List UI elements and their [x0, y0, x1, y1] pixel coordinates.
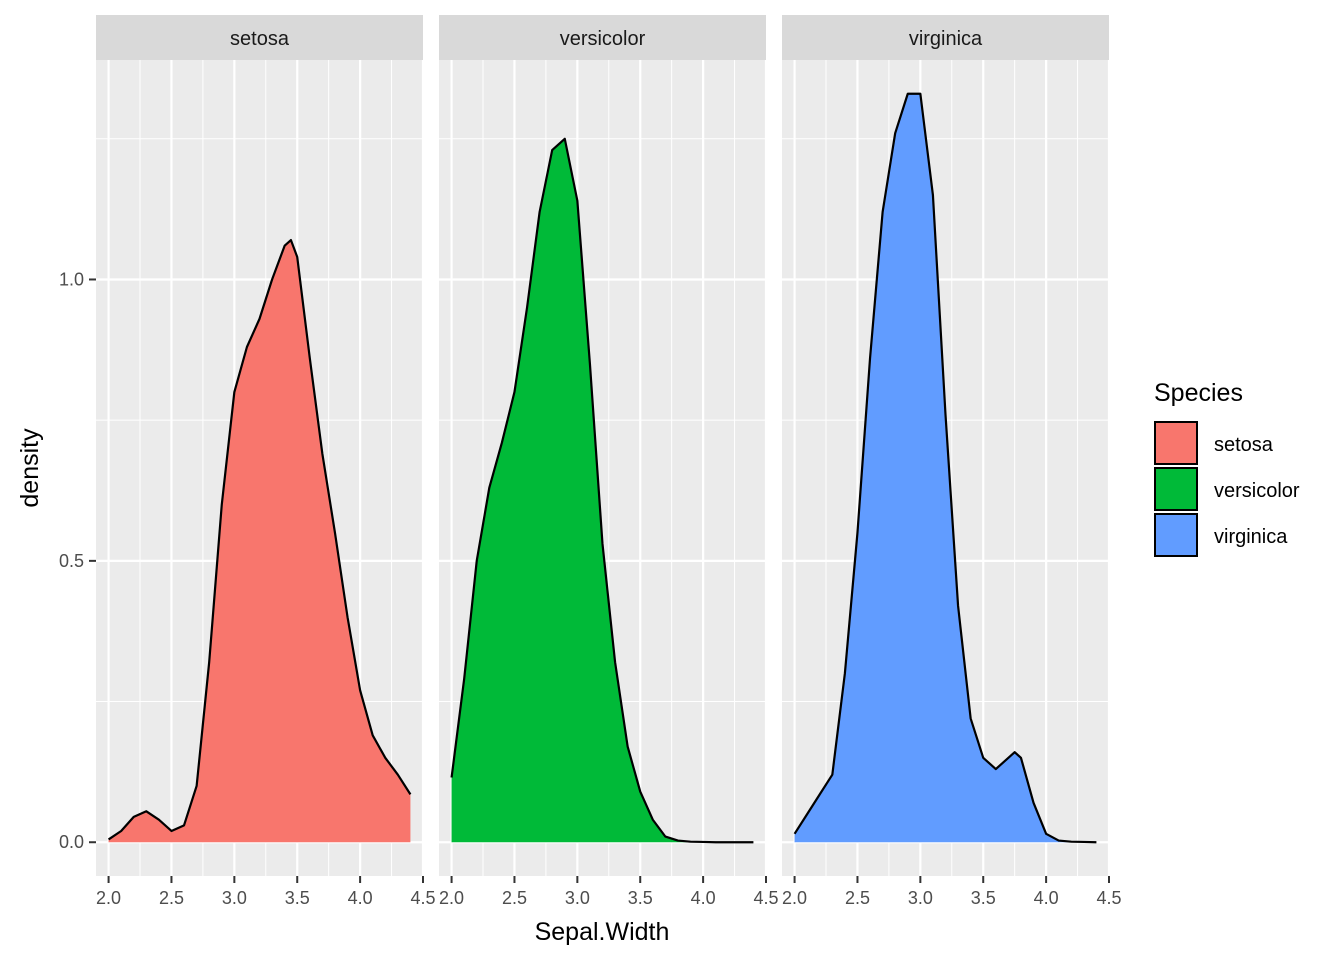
x-tick-label: 4.0 [348, 888, 373, 908]
y-tick-label: 1.0 [59, 269, 84, 289]
x-tick-label: 2.0 [96, 888, 121, 908]
x-tick-label: 3.0 [222, 888, 247, 908]
x-axes: 2.0 2.5 3.0 3.5 4.0 4.5 2.0 2.5 3.0 3.5 4.0 4.5 2.0 2… [96, 876, 1122, 908]
x-axis-virginica: 2.0 2.5 3.0 3.5 4.0 4.5 [782, 876, 1122, 908]
legend-label-virginica: virginica [1214, 526, 1288, 548]
x-tick-label: 2.0 [782, 888, 807, 908]
y-axis-title: density [16, 428, 44, 508]
facet-panel-virginica: virginica [782, 15, 1111, 876]
density-line-setosa [107, 238, 412, 841]
facet-strip-label: versicolor [560, 28, 646, 50]
facet-panel-versicolor: versicolor [439, 15, 768, 876]
x-tick-label: 4.0 [1034, 888, 1059, 908]
x-tick-label: 4.0 [691, 888, 716, 908]
legend-title: Species [1154, 379, 1243, 407]
legend-key-setosa [1154, 421, 1198, 465]
density-line-virginica [793, 92, 1097, 844]
facet-strip [96, 15, 423, 60]
legend-label-versicolor: versicolor [1214, 480, 1300, 502]
legend-key-virginica [1154, 513, 1198, 557]
legend: Species setosa versicolor virginica [1154, 379, 1300, 557]
facet-panels: setosa versicolor virginica [96, 15, 1111, 876]
y-axis: 0.0 0.5 1.0 [59, 269, 96, 852]
facet-strip-label: setosa [230, 28, 290, 50]
y-tick-label: 0.0 [59, 832, 84, 852]
x-tick-label: 2.5 [159, 888, 184, 908]
density-area-virginica [794, 93, 1097, 843]
facet-strip-label: virginica [909, 28, 983, 50]
x-tick-label: 4.5 [1096, 888, 1121, 908]
x-tick-label: 2.5 [502, 888, 527, 908]
x-tick-label: 3.0 [908, 888, 933, 908]
legend-label-setosa: setosa [1214, 434, 1274, 456]
x-tick-label: 3.5 [971, 888, 996, 908]
facet-panel-setosa: setosa [96, 15, 425, 876]
facet-strip [782, 15, 1109, 60]
x-tick-label: 2.5 [845, 888, 870, 908]
x-tick-label: 4.5 [753, 888, 778, 908]
legend-key-versicolor [1154, 467, 1198, 511]
facet-strip [439, 15, 766, 60]
x-tick-label: 3.5 [628, 888, 653, 908]
x-axis-title: Sepal.Width [535, 918, 670, 946]
x-tick-label: 3.5 [285, 888, 310, 908]
y-tick-label: 0.5 [59, 551, 84, 571]
x-tick-label: 4.5 [410, 888, 435, 908]
x-tick-label: 3.0 [565, 888, 590, 908]
density-area-setosa [108, 240, 411, 843]
x-axis-versicolor: 2.0 2.5 3.0 3.5 4.0 4.5 [439, 876, 779, 908]
x-tick-label: 2.0 [439, 888, 464, 908]
density-line-versicolor [450, 137, 754, 844]
x-axis-setosa: 2.0 2.5 3.0 3.5 4.0 4.5 [96, 876, 436, 908]
